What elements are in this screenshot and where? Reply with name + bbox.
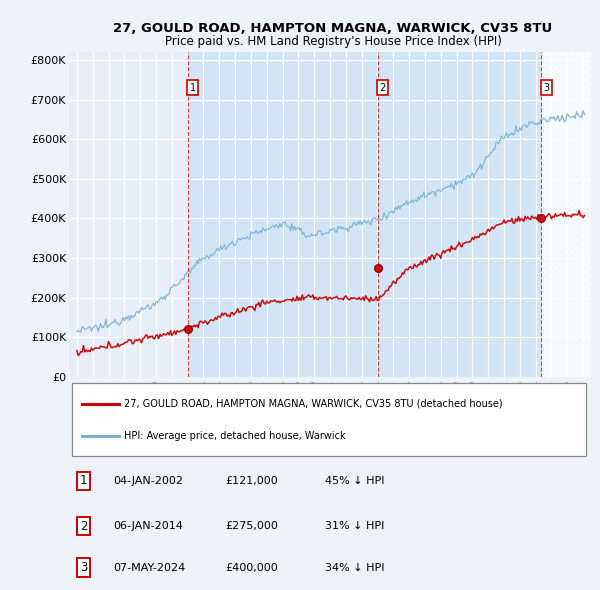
- FancyBboxPatch shape: [71, 384, 586, 456]
- Text: £121,000: £121,000: [226, 476, 278, 486]
- Text: 1: 1: [190, 83, 196, 93]
- Text: 27, GOULD ROAD, HAMPTON MAGNA, WARWICK, CV35 8TU: 27, GOULD ROAD, HAMPTON MAGNA, WARWICK, …: [113, 22, 553, 35]
- Text: 3: 3: [80, 561, 88, 574]
- Text: 04-JAN-2002: 04-JAN-2002: [113, 476, 184, 486]
- Text: £275,000: £275,000: [226, 521, 278, 531]
- Bar: [188, 52, 541, 377]
- Text: HPI: Average price, detached house, Warwick: HPI: Average price, detached house, Warw…: [124, 431, 346, 441]
- Text: 3: 3: [543, 83, 549, 93]
- Text: 34% ↓ HPI: 34% ↓ HPI: [325, 562, 384, 572]
- Text: 27, GOULD ROAD, HAMPTON MAGNA, WARWICK, CV35 8TU (detached house): 27, GOULD ROAD, HAMPTON MAGNA, WARWICK, …: [124, 399, 502, 409]
- Text: 1: 1: [80, 474, 88, 487]
- Text: £400,000: £400,000: [226, 562, 278, 572]
- Text: 07-MAY-2024: 07-MAY-2024: [113, 562, 185, 572]
- Bar: [541, 52, 591, 377]
- Text: 31% ↓ HPI: 31% ↓ HPI: [325, 521, 384, 531]
- Text: 2: 2: [80, 520, 88, 533]
- Text: 2: 2: [379, 83, 386, 93]
- Text: Price paid vs. HM Land Registry's House Price Index (HPI): Price paid vs. HM Land Registry's House …: [164, 35, 502, 48]
- Text: 45% ↓ HPI: 45% ↓ HPI: [325, 476, 384, 486]
- Text: 06-JAN-2014: 06-JAN-2014: [113, 521, 183, 531]
